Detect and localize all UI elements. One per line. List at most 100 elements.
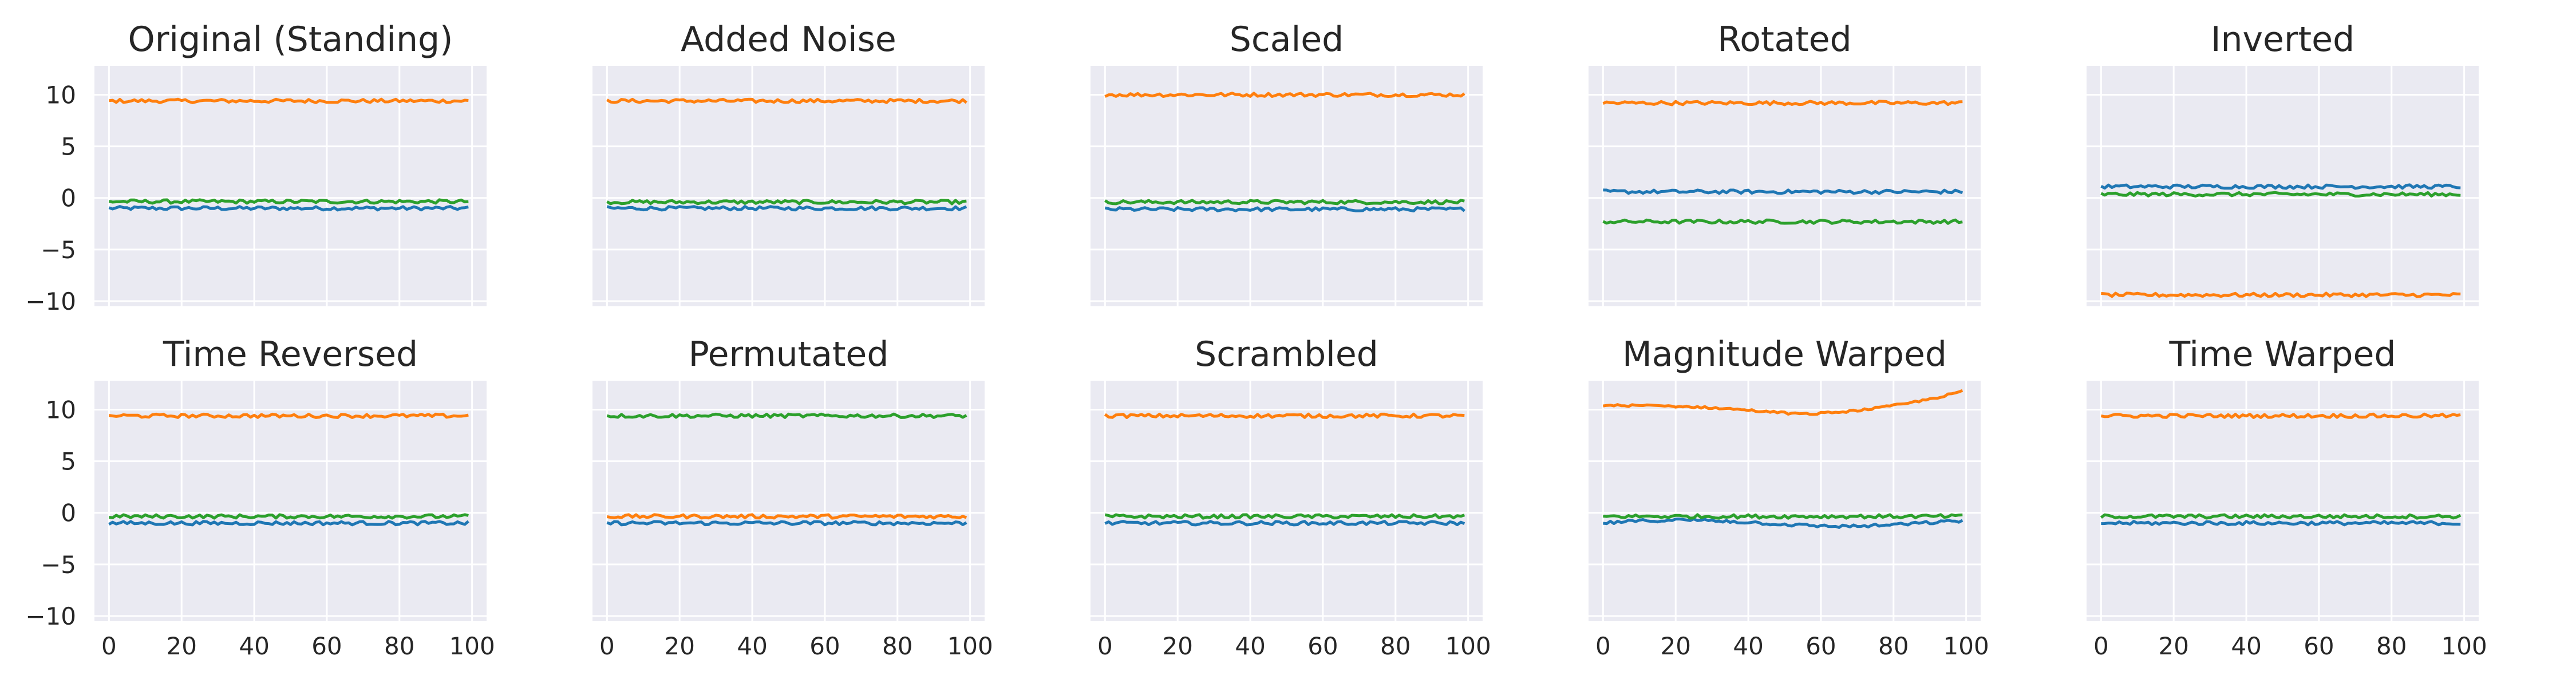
series-line-2 bbox=[1602, 100, 1963, 106]
plot-area bbox=[94, 381, 487, 621]
series-line-1 bbox=[606, 520, 967, 527]
series-line-2 bbox=[109, 412, 469, 419]
series-line-1 bbox=[606, 205, 967, 212]
subplot-title: Scaled bbox=[1230, 19, 1344, 60]
x-tick-label: 40 bbox=[1235, 632, 1265, 660]
x-tick-label: 80 bbox=[1380, 632, 1411, 660]
series-line-1 bbox=[1603, 188, 1963, 195]
x-tick-label: 60 bbox=[2304, 632, 2334, 660]
x-tick-label: 20 bbox=[2158, 632, 2188, 660]
plot-area bbox=[1589, 66, 1981, 306]
subplot-8: Scrambled 0 20 40 60 80 100 bbox=[1091, 334, 1491, 660]
y-tick-label: 5 bbox=[61, 133, 76, 161]
subplot-5: Inverted bbox=[2087, 19, 2479, 306]
subplot-title: Magnitude Warped bbox=[1622, 334, 1947, 374]
series-line-2 bbox=[2101, 291, 2461, 298]
x-tick-label: 0 bbox=[101, 632, 117, 660]
subplot-10: Time Warped 0 20 40 60 80 100 bbox=[2087, 334, 2487, 660]
subplot-title: Added Noise bbox=[681, 19, 896, 60]
x-tick-label: 0 bbox=[1097, 632, 1113, 660]
plot-area bbox=[2087, 381, 2479, 621]
series-line-3 bbox=[1602, 218, 1963, 225]
series-line-1 bbox=[108, 520, 469, 527]
series-line-3 bbox=[108, 198, 469, 205]
series-line-1 bbox=[1104, 520, 1465, 527]
series-line-3 bbox=[2100, 513, 2462, 520]
x-tick-label: 20 bbox=[1660, 632, 1690, 660]
series-line-2 bbox=[2100, 412, 2461, 419]
plot-area bbox=[592, 66, 985, 306]
x-tick-label: 60 bbox=[809, 632, 840, 660]
x-tick-label: 0 bbox=[2093, 632, 2109, 660]
series-line-2 bbox=[606, 97, 967, 104]
subplot-9: Magnitude Warped 0 20 40 60 80 100 bbox=[1589, 334, 1989, 660]
x-tick-label: 60 bbox=[311, 632, 342, 660]
y-tick-label: 5 bbox=[61, 448, 76, 476]
y-tick-label: 0 bbox=[61, 184, 76, 212]
subplot-title: Time Warped bbox=[2169, 334, 2396, 374]
x-tick-label: 0 bbox=[1595, 632, 1611, 660]
y-tick-label: 10 bbox=[46, 396, 76, 424]
y-tick-label: 0 bbox=[61, 499, 76, 527]
subplot-title: Scrambled bbox=[1195, 334, 1378, 374]
y-tick-label: −10 bbox=[25, 602, 76, 630]
series-line-3 bbox=[1104, 199, 1465, 206]
series-line-3 bbox=[2100, 191, 2461, 198]
plot-area bbox=[94, 66, 487, 306]
subplot-title: Time Reversed bbox=[163, 334, 418, 374]
subplot-6: Time Reversed 10 5 0 −5 −10 0 20 40 60 80 100 bbox=[25, 334, 495, 660]
series-line-3 bbox=[1104, 513, 1465, 520]
subplot-2: Added Noise bbox=[592, 19, 985, 306]
series-line-1 bbox=[2100, 183, 2461, 190]
y-tick-label: −5 bbox=[41, 551, 76, 579]
subplot-7: Permutated 0 20 40 60 80 100 bbox=[592, 334, 993, 660]
x-tick-label: 20 bbox=[166, 632, 196, 660]
x-tick-label: 100 bbox=[1943, 632, 1989, 660]
x-tick-label: 100 bbox=[2441, 632, 2487, 660]
x-tick-label: 80 bbox=[384, 632, 414, 660]
x-tick-label: 40 bbox=[2231, 632, 2261, 660]
plot-area bbox=[592, 381, 985, 621]
plot-area bbox=[1091, 381, 1483, 621]
x-tick-label: 60 bbox=[1805, 632, 1836, 660]
series-line-3 bbox=[606, 199, 967, 206]
x-tick-label: 20 bbox=[664, 632, 694, 660]
y-tick-label: −10 bbox=[25, 287, 76, 315]
subplot-title: Inverted bbox=[2211, 19, 2354, 60]
x-tick-label: 80 bbox=[882, 632, 912, 660]
series-line-2 bbox=[109, 97, 469, 104]
series-line-2 bbox=[1104, 92, 1465, 98]
series-line-2 bbox=[1104, 412, 1465, 419]
series-line-1 bbox=[2101, 520, 2461, 527]
x-tick-label: 80 bbox=[1878, 632, 1909, 660]
subplot-title: Original (Standing) bbox=[128, 19, 453, 60]
subplot-1: Original (Standing) 10 5 0 −5 −10 bbox=[25, 19, 487, 315]
series-line-1 bbox=[108, 205, 469, 212]
y-tick-label: −5 bbox=[41, 236, 76, 264]
plot-area bbox=[1589, 381, 1981, 621]
series-line-3 bbox=[109, 513, 469, 520]
series-line-3 bbox=[1603, 513, 1963, 520]
x-tick-label: 40 bbox=[1733, 632, 1763, 660]
x-tick-label: 40 bbox=[737, 632, 767, 660]
subplot-3: Scaled bbox=[1091, 19, 1483, 306]
plot-area bbox=[1091, 66, 1483, 306]
x-tick-label: 60 bbox=[1307, 632, 1338, 660]
subplot-title: Permutated bbox=[689, 334, 889, 374]
x-tick-label: 100 bbox=[449, 632, 495, 660]
x-tick-label: 0 bbox=[599, 632, 615, 660]
subplot-title: Rotated bbox=[1717, 19, 1852, 60]
x-tick-label: 40 bbox=[239, 632, 269, 660]
series-line-1 bbox=[1104, 206, 1465, 212]
x-tick-label: 100 bbox=[1445, 632, 1491, 660]
subplot-4: Rotated bbox=[1589, 19, 1981, 306]
x-tick-label: 20 bbox=[1162, 632, 1192, 660]
x-tick-label: 80 bbox=[2376, 632, 2407, 660]
series-line-2 bbox=[1603, 389, 1963, 416]
series-line-3 bbox=[606, 412, 967, 419]
x-tick-label: 100 bbox=[947, 632, 993, 660]
y-tick-label: 10 bbox=[46, 81, 76, 109]
series-line-1 bbox=[1603, 517, 1963, 529]
series-line-2 bbox=[606, 513, 967, 520]
